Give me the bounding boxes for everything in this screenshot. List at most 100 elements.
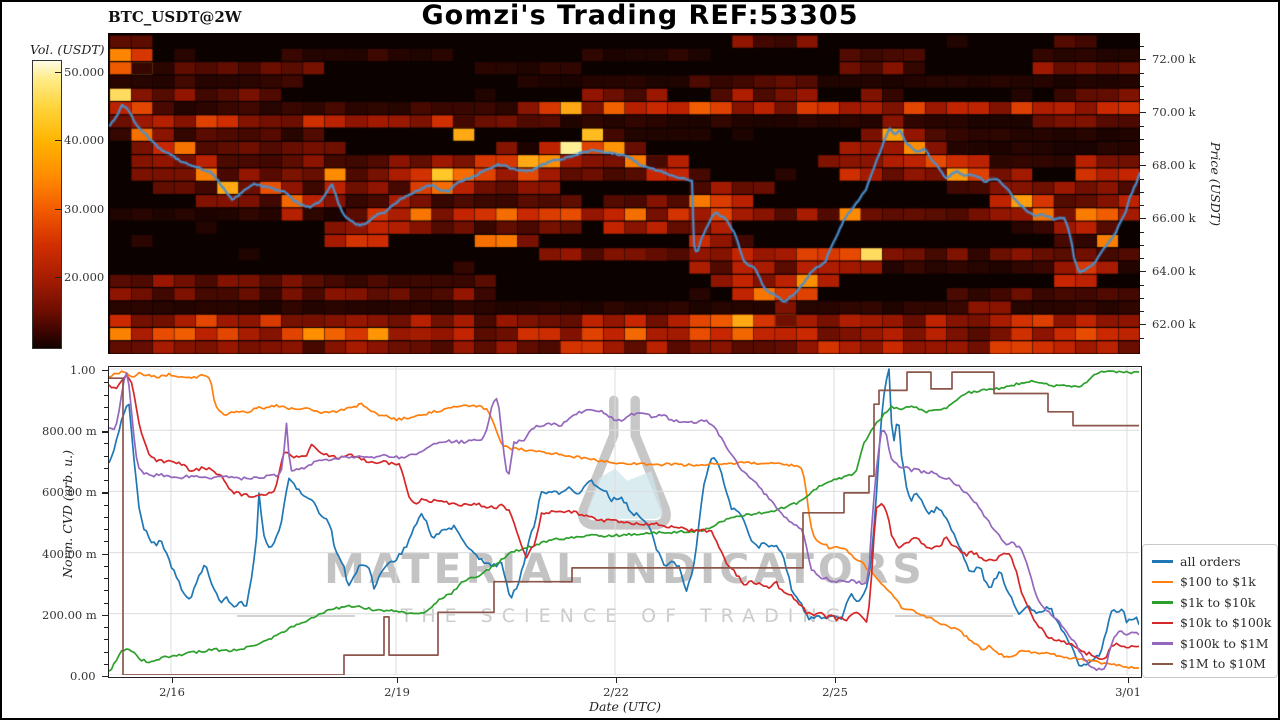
legend-line-swatch (1152, 560, 1173, 563)
cvd-y-minor-tick (104, 639, 108, 641)
legend-label: all orders (1180, 553, 1241, 569)
cvd-y-tick-label: 200.00 m (42, 607, 97, 622)
price-axis-minor-tick (1140, 165, 1144, 167)
price-axis-tick-label: 68.00 k (1152, 158, 1196, 172)
price-axis-minor-tick (1140, 324, 1144, 326)
price-axis-tick-label: 62.00 k (1152, 317, 1196, 331)
cvd-x-tick (1128, 677, 1130, 683)
price-axis-minor-tick (1140, 244, 1144, 246)
price-axis-minor-tick (1140, 138, 1144, 140)
heatmap-title: BTC_USDT@2W (108, 8, 242, 26)
legend-item: $100k to $1M (1152, 633, 1277, 654)
price-axis-minor-tick (1140, 297, 1144, 299)
cvd-x-tick-label: 2/16 (159, 685, 185, 699)
legend-label: $1M to $10M (1180, 656, 1266, 672)
cvd-y-minor-tick (104, 578, 108, 580)
price-axis-tick-label: 72.00 k (1152, 52, 1196, 66)
price-axis-label: Price (USDT) (1208, 142, 1223, 226)
liquidity-heatmap-canvas (108, 33, 1140, 354)
watermark-rule-left (237, 615, 355, 617)
flask-icon (578, 395, 671, 530)
cvd-y-minor-tick (104, 443, 108, 445)
page-title: Gomzi's Trading REF:53305 (421, 0, 859, 31)
colorbar-tick-label: 50.000 M (64, 65, 120, 79)
price-axis-minor-tick (1140, 59, 1144, 61)
legend-line-swatch (1152, 601, 1173, 604)
cvd-plot-area: MATERIAL INDICATORS THE SCIENCE OF TRADI… (108, 366, 1142, 678)
cvd-y-minor-tick (104, 516, 108, 518)
series--100-to-1k (109, 370, 1139, 670)
legend-label: $1k to $10k (1180, 594, 1256, 610)
legend-line-swatch (1152, 580, 1173, 583)
cvd-y-minor-tick (104, 529, 108, 531)
colorbar-tick (55, 209, 61, 210)
cvd-x-tick-label: 2/22 (603, 685, 629, 699)
cvd-x-tick-label: 2/25 (822, 685, 848, 699)
cvd-x-tick (397, 677, 399, 683)
price-axis-minor-tick (1140, 46, 1144, 47)
legend-label: $100k to $1M (1180, 635, 1269, 651)
cvd-y-minor-tick (104, 382, 108, 384)
price-axis-minor-tick (1140, 271, 1144, 273)
cvd-y-tick (102, 676, 108, 678)
cvd-y-tick-label: 600.00 m (42, 485, 97, 500)
price-axis-minor-tick (1140, 152, 1144, 153)
price-axis-minor-tick (1140, 311, 1144, 312)
price-axis-tick-label: 64.00 k (1152, 264, 1196, 278)
price-axis-minor-tick (1140, 337, 1144, 339)
price-axis-minor-tick (1140, 72, 1144, 74)
price-axis-minor-tick (1140, 284, 1144, 286)
series--10k-to-100k (109, 374, 1139, 661)
colorbar-gradient (32, 60, 62, 349)
cvd-y-minor-tick (104, 541, 108, 543)
price-axis-minor-tick (1140, 231, 1144, 233)
price-axis-minor-tick (1140, 258, 1144, 259)
cvd-y-minor-tick (104, 492, 108, 494)
legend-label: $10k to $100k (1180, 615, 1272, 631)
x-axis-label: Date (UTC) (588, 699, 662, 714)
cvd-x-tick-label: 2/19 (384, 685, 410, 699)
legend-item: $1M to $10M (1152, 654, 1277, 675)
series--1k-to-10k (109, 370, 1139, 672)
price-axis-minor-tick (1140, 191, 1144, 193)
cvd-y-tick-label: 400.00 m (42, 546, 97, 561)
legend-item: $1k to $10k (1152, 592, 1277, 613)
cvd-y-minor-tick (104, 614, 108, 616)
cvd-x-tick (835, 677, 837, 683)
series--1M-to-10M (109, 371, 1139, 675)
price-axis-tick-label: 70.00 k (1152, 105, 1196, 119)
legend-label: $100 to $1k (1180, 574, 1256, 590)
cvd-y-minor-tick (104, 480, 108, 482)
price-axis-minor-tick (1140, 178, 1144, 180)
colorbar-tick-label: 20.000 M (64, 270, 120, 284)
cvd-y-minor-tick (104, 431, 108, 433)
cvd-y-tick-label: 0.00 (70, 669, 96, 683)
price-axis-tick-label: 66.00 k (1152, 211, 1196, 225)
colorbar-tick-label: 30.000 M (64, 202, 120, 216)
cvd-y-minor-tick (104, 553, 108, 555)
price-axis-minor-tick (1140, 85, 1144, 87)
legend: all orders $100 to $1k $1k to $10k $10k … (1142, 544, 1278, 678)
series-all-orders (109, 368, 1139, 667)
cvd-y-minor-tick (104, 467, 108, 469)
cvd-y-minor-tick (104, 663, 108, 665)
colorbar-label: Vol. (USDT) (30, 42, 105, 57)
cvd-y-minor-tick (104, 370, 108, 371)
watermark-text-sub: THE SCIENCE OF TRADING (400, 605, 850, 627)
cvd-y-minor-tick (104, 565, 108, 567)
price-axis-minor-tick (1140, 218, 1144, 220)
colorbar-tick (55, 140, 61, 141)
price-axis-minor-tick (1140, 125, 1144, 127)
cvd-y-minor-tick (104, 406, 108, 408)
cvd-y-minor-tick (104, 419, 108, 420)
cvd-y-minor-tick (104, 651, 108, 653)
price-axis-minor-tick (1140, 205, 1144, 206)
legend-line-swatch (1152, 642, 1173, 645)
cvd-x-tick (172, 677, 174, 683)
cvd-y-minor-tick (104, 455, 108, 457)
colorbar-tick (55, 277, 61, 278)
cvd-y-minor-tick (104, 590, 108, 592)
watermark-rule-right (895, 615, 1013, 617)
series--100k-to-1M (109, 372, 1139, 672)
